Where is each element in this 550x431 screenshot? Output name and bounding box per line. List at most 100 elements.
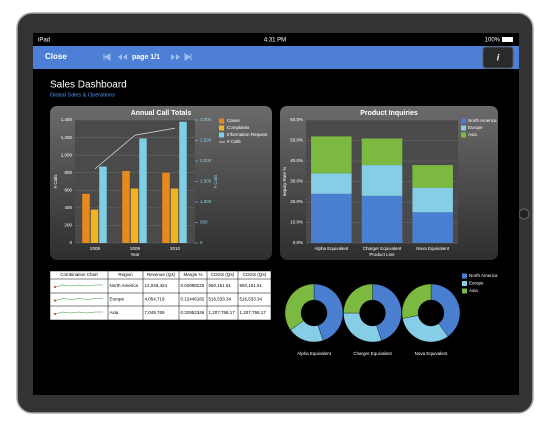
home-button bbox=[518, 208, 530, 220]
bar bbox=[99, 166, 107, 243]
legend-label: # Calls bbox=[227, 139, 242, 144]
y-axis-label: Inquiry Rate % bbox=[282, 167, 287, 197]
chart-title: Product Inquiries bbox=[360, 110, 418, 117]
bar-segment bbox=[361, 165, 403, 196]
table-cell: 7,049,769 bbox=[145, 310, 166, 315]
y-tick-label: 0 bbox=[69, 240, 72, 245]
donut-slice bbox=[313, 283, 344, 341]
legend-label: Asia bbox=[468, 132, 477, 137]
chart-title: Annual Call Totals bbox=[131, 110, 192, 117]
x-axis-label: Year bbox=[130, 252, 140, 257]
legend-label: Europe bbox=[468, 125, 483, 130]
y-tick-label: 50.0% bbox=[290, 138, 303, 143]
table-cell: 550,151.51 bbox=[240, 283, 263, 288]
donut-slice bbox=[430, 283, 461, 337]
data-table: Combination Chart Region Revenue (Q4) Margi… bbox=[49, 270, 272, 321]
legend-label: Cases bbox=[227, 118, 241, 123]
table-cell: 0.12446182 bbox=[181, 297, 205, 302]
legend-swatch bbox=[219, 132, 224, 138]
page-indicator: page 1/1 bbox=[132, 54, 160, 61]
toolbar bbox=[33, 46, 519, 69]
table-header: Region bbox=[118, 272, 133, 277]
table-header: COGS (Q4) bbox=[243, 272, 267, 277]
y-tick-label: 600 bbox=[64, 187, 72, 192]
table-cell: North America bbox=[110, 283, 139, 288]
donut-label: Charger Equivalent bbox=[353, 351, 392, 356]
battery-icon bbox=[502, 37, 513, 42]
bar-segment bbox=[311, 173, 352, 194]
legend-swatch bbox=[219, 118, 224, 124]
y-tick-label: 1,400 bbox=[61, 117, 73, 122]
y2-tick-label: 500 bbox=[200, 220, 208, 225]
dashboard-title: Sales Dashboard bbox=[50, 80, 127, 91]
table-header: COGS (Q4) bbox=[211, 272, 235, 277]
bar bbox=[179, 121, 187, 243]
bar bbox=[162, 172, 170, 243]
table-cell: 12,048,424 bbox=[145, 283, 168, 288]
info-icon: i bbox=[497, 52, 500, 62]
y-tick-label: 200 bbox=[64, 223, 72, 228]
y-tick-label: 60.0% bbox=[290, 117, 303, 122]
table-cell: 0.32952346 bbox=[181, 310, 205, 315]
legend-swatch bbox=[461, 118, 466, 124]
sparkline bbox=[54, 284, 103, 288]
x-axis-label: Product Line bbox=[369, 252, 395, 257]
y2-tick-label: 0 bbox=[200, 240, 203, 245]
bar-segment bbox=[412, 165, 453, 188]
table-cell: 4,054,719 bbox=[145, 297, 166, 302]
line-series bbox=[94, 127, 176, 170]
bar bbox=[139, 138, 147, 243]
first-page-button[interactable] bbox=[103, 53, 111, 61]
legend-swatch bbox=[462, 273, 467, 279]
y2-tick-label: 2,000 bbox=[200, 158, 212, 163]
previous-page-button[interactable] bbox=[118, 54, 127, 60]
legend-label: North America bbox=[469, 273, 498, 278]
y-axis-label: # Calls bbox=[53, 174, 58, 189]
bar-segment bbox=[412, 187, 453, 213]
legend-label: Asia bbox=[469, 288, 478, 293]
device-name: iPad bbox=[38, 38, 50, 44]
dashboard-subtitle: Global Sales & Operations bbox=[50, 92, 115, 98]
legend-label: Information Request bbox=[227, 132, 268, 137]
table-cell: 1,207,758.17 bbox=[240, 310, 267, 315]
x-tick-label: Nova Equivalent bbox=[416, 246, 450, 251]
table-cell: 550,151.51 bbox=[209, 283, 232, 288]
x-tick-label: Charger Equivalent bbox=[363, 246, 402, 251]
table-cell: 516,533.34 bbox=[240, 297, 263, 302]
bar-segment bbox=[361, 138, 403, 166]
x-tick-label: Alpha Equivalent bbox=[314, 246, 349, 251]
last-page-button[interactable] bbox=[184, 53, 192, 61]
next-page-button[interactable] bbox=[171, 54, 180, 60]
sparkline bbox=[54, 311, 103, 315]
bar bbox=[170, 188, 179, 243]
info-button[interactable] bbox=[482, 46, 514, 69]
close-button[interactable]: Close bbox=[45, 52, 67, 61]
table-header: Margin % bbox=[183, 272, 202, 277]
table-header: Combination Chart bbox=[60, 272, 98, 277]
y2-tick-label: 1,000 bbox=[200, 199, 212, 204]
donut-slice bbox=[372, 283, 402, 341]
bar-segment bbox=[412, 212, 453, 243]
x-tick-label: 2010 bbox=[170, 246, 181, 251]
y-tick-label: 10.0% bbox=[290, 220, 303, 225]
y-tick-label: 1,200 bbox=[61, 135, 73, 140]
clock: 4:31 PM bbox=[264, 38, 286, 44]
x-tick-label: 2008 bbox=[90, 246, 101, 251]
y2-tick-label: 3,000 bbox=[200, 117, 212, 122]
bar bbox=[122, 170, 130, 243]
table-cell: Asia bbox=[110, 310, 119, 315]
y-tick-label: 40.0% bbox=[290, 158, 303, 163]
legend-swatch bbox=[462, 281, 467, 286]
bar bbox=[82, 193, 90, 243]
battery-level: 100% bbox=[485, 38, 501, 44]
table-header: Revenue (Q4) bbox=[147, 272, 176, 277]
bar-segment bbox=[361, 195, 403, 243]
table-cell: 0.02998225 bbox=[181, 283, 205, 288]
sparkline-marker bbox=[54, 286, 56, 288]
legend-label: North America bbox=[468, 118, 497, 123]
bar-segment bbox=[311, 136, 352, 174]
y-tick-label: 20.0% bbox=[290, 199, 303, 204]
table-cell: 516,533.34 bbox=[209, 297, 232, 302]
legend-label: Europe bbox=[469, 281, 484, 286]
donut-label: Nova Equivalent bbox=[415, 351, 449, 356]
